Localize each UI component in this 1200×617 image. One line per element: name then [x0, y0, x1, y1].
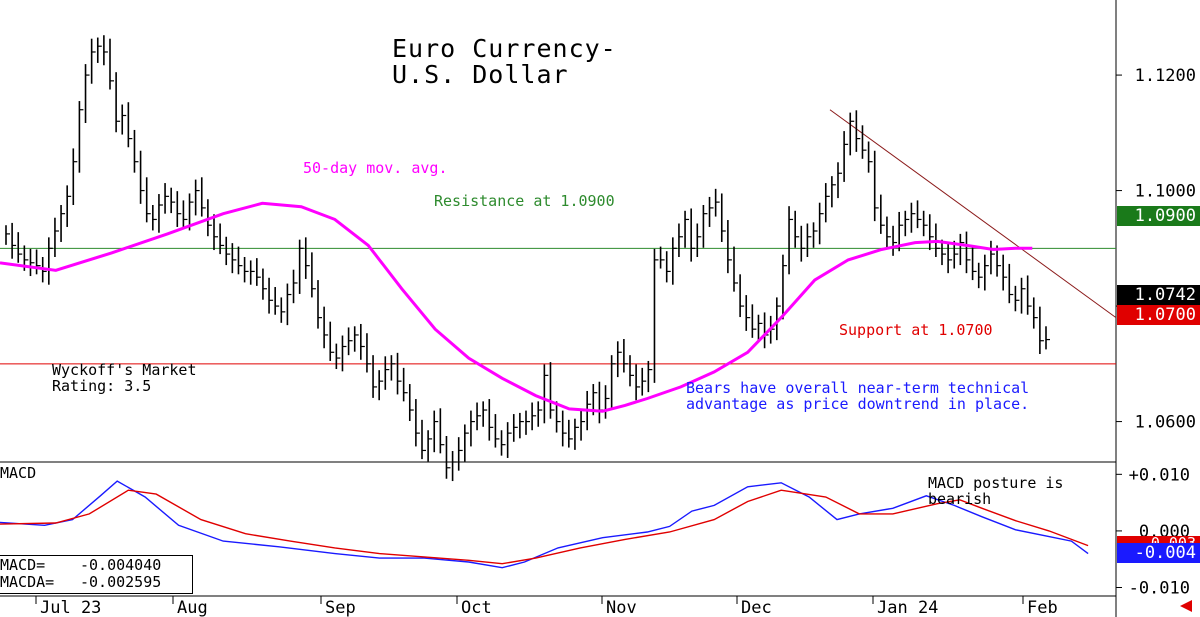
chart-title: Euro Currency- U.S. Dollar: [392, 34, 617, 90]
x-tick-label: Aug: [177, 598, 208, 617]
resistance-price-tag: 1.0900: [1117, 206, 1200, 226]
macd-series-line: [0, 480, 1089, 569]
bears-note-line-1: Bears have overall near-term technical: [686, 379, 1030, 397]
resistance-label: Resistance at 1.0900: [434, 192, 615, 210]
x-tick-label: Sep: [325, 598, 356, 617]
macd-readout-label: MACD=: [0, 556, 46, 574]
price-bars: [0, 35, 1117, 482]
moving-average-line: [0, 201, 1033, 413]
downtrend-line: [829, 109, 1117, 319]
rating-line-1: Wyckoff's Market: [52, 361, 197, 379]
price-tick-label: 1.1000: [1135, 182, 1196, 202]
macd-tick-label: -0.010: [1129, 579, 1190, 599]
macd-readout-box: MACD= -0.004040 MACDA= -0.002595: [0, 555, 193, 594]
macd-panel-title: MACD: [0, 464, 37, 482]
bears-note-line-2: advantage as price downtrend in place.: [686, 395, 1030, 413]
price-tick-label: 1.0600: [1135, 413, 1196, 433]
last-price-tag: 1.0742: [1117, 285, 1200, 305]
macd-value-tag: -0.004: [1117, 543, 1200, 563]
macd-panel: [0, 480, 1089, 569]
macd-posture-line-2: bearish: [928, 490, 992, 508]
x-tick-label: Jan 24: [877, 598, 938, 617]
macda-readout-value: -0.002595: [80, 573, 162, 591]
macda-series-line: [0, 489, 1089, 565]
macd-tick-label: +0.010: [1129, 465, 1190, 485]
support-label: Support at 1.0700: [839, 321, 993, 339]
moving-average-label: 50-day mov. avg.: [303, 159, 448, 177]
price-tick-label: 1.1200: [1135, 66, 1196, 86]
x-tick-label: Jul 23: [40, 598, 101, 617]
support-price-tag: 1.0700: [1117, 305, 1200, 325]
x-tick-label: Feb: [1027, 598, 1058, 617]
rating-line-2: Rating: 3.5: [52, 377, 152, 395]
macd-readout-value: -0.004040: [80, 556, 162, 574]
scroll-left-arrow-icon[interactable]: [1180, 600, 1192, 612]
macda-readout-label: MACDA=: [0, 573, 55, 591]
macd-posture-line-1: MACD posture is: [928, 474, 1064, 492]
x-tick-label: Dec: [741, 598, 772, 617]
x-tick-label: Oct: [461, 598, 492, 617]
x-tick-label: Nov: [606, 598, 637, 617]
